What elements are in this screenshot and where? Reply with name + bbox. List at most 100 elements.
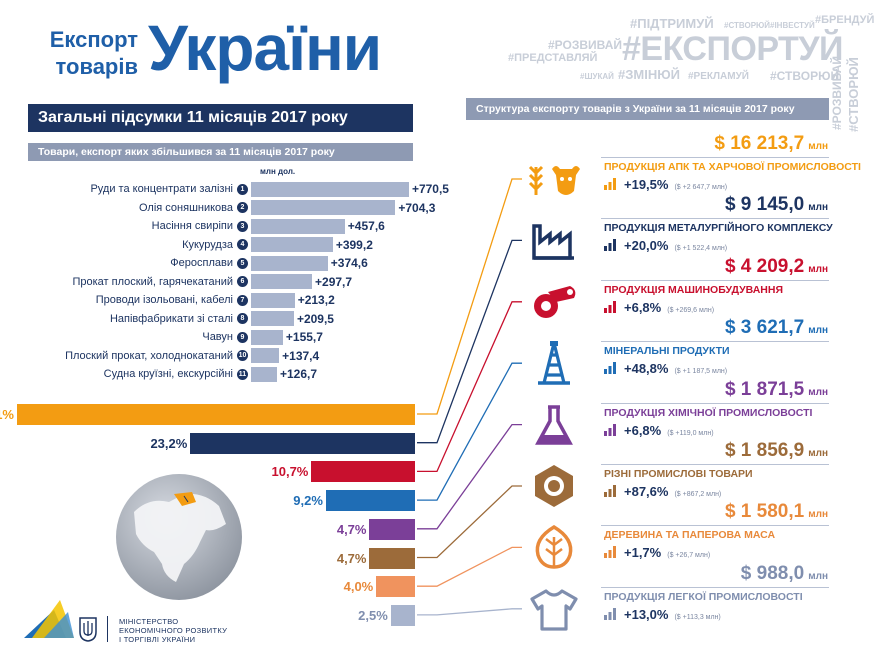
bar-value-label: +297,7 (315, 274, 353, 289)
category-divider (601, 218, 829, 220)
export-amount: $ 1 856,9 млн (725, 440, 828, 465)
export-amount: $ 9 145,0 млн (725, 194, 828, 219)
category-label: ПРОДУКЦІЯ МАШИНОБУДУВАННЯ (604, 283, 783, 296)
mini-bar-chart-icon (604, 362, 616, 375)
category-label: ПРОДУКЦІЯ ЛЕГКОЇ ПРОМИСЛОВОСТІ (604, 590, 803, 603)
growth-row: +6,8% ($ +269,6 млн) (604, 299, 714, 320)
bar-category-label: Судна круїзні, екскурсійні (103, 368, 233, 380)
bar-value-label: +770,5 (411, 182, 449, 196)
bar-category-label: Олія соняшникова (138, 201, 233, 214)
ministry-line-2: ЕКОНОМІЧНОГО РОЗВИТКУ (119, 626, 228, 635)
category-label: РІЗНІ ПРОМИСЛОВІ ТОВАРИ (604, 468, 753, 480)
ministry-line-1: МІНІСТЕРСТВО (119, 617, 179, 626)
header-subtitle: Експорт товарів (28, 26, 138, 80)
growth-absolute: ($ +113,3 млн) (674, 613, 721, 621)
ministry-name: МІНІСТЕРСТВО ЕКОНОМІЧНОГО РОЗВИТКУ І ТОР… (119, 617, 227, 644)
hashtag: #БРЕНДУЙ (815, 14, 875, 26)
growth-row: +19,5% ($ +2 647,7 млн) (604, 176, 727, 197)
tshirt-icon (530, 589, 578, 631)
mini-bar-chart-icon (604, 485, 616, 497)
share-percent-label: 4,0% (343, 579, 374, 595)
mini-bar-chart-icon (604, 607, 616, 620)
share-bar (325, 490, 415, 512)
category-label: ПРОДУКЦІЯ МЕТАЛУРГІЙНОГО КОМПЛЕКСУ (604, 222, 833, 235)
globe-map-icon (116, 474, 242, 600)
bar-value-label: +126,7 (279, 367, 318, 381)
mini-bar-chart-icon (604, 300, 616, 313)
bar-value-label: +155,7 (285, 330, 323, 344)
leaf-icon (535, 525, 573, 570)
growth-absolute: ($ +26,7 млн) (667, 552, 711, 560)
connector-line (417, 362, 522, 501)
flask-icon (535, 404, 573, 445)
share-bar (190, 432, 415, 454)
growth-absolute: ($ +867,2 млн) (674, 491, 722, 498)
hex-nut-icon (535, 465, 573, 507)
export-amount-value: $ 1 580,1 (724, 501, 805, 523)
share-percent-label: 2,5% (358, 607, 388, 623)
factory-icon (532, 224, 574, 261)
wheat-cow-icon (528, 165, 580, 195)
hashtag: #ІНВЕСТУЙ (770, 21, 815, 30)
export-amount-value: $ 16 213,7 (714, 133, 805, 154)
mini-bar-chart-icon (604, 239, 616, 252)
connector-line (417, 485, 522, 559)
export-amount: $ 1 871,5 млн (725, 379, 828, 404)
growth-row: +13,0% ($ +113,3 млн) (604, 606, 721, 627)
share-percent-label: 23,2% (150, 435, 188, 451)
share-bar (369, 547, 415, 569)
hashtag: #ПРЕДСТАВЛЯЙ (508, 52, 598, 64)
export-amount-unit: млн (808, 202, 828, 214)
category-divider (601, 341, 829, 343)
hashtag: #ШУКАЙ (580, 72, 614, 81)
growth-row: +87,6% ($ +867,2 млн) (604, 483, 721, 504)
growth-bar (251, 311, 294, 326)
footer-divider (107, 616, 108, 642)
export-amount-value: $ 3 621,7 (724, 317, 805, 339)
share-percent-label: 41,1% (0, 407, 14, 422)
gear-pipe-icon (534, 285, 576, 318)
export-amount-value: $ 4 209,2 (724, 255, 805, 277)
growth-row: +20,0% ($ +1 522,4 млн) (604, 237, 727, 258)
growth-bar (251, 218, 345, 234)
share-percent-label: 4,7% (336, 521, 367, 537)
header-line-2: товарів (55, 54, 138, 79)
export-amount-value: $ 9 145,0 (724, 194, 805, 216)
connector-line (417, 608, 522, 616)
bar-rank-badge: 10 (237, 350, 248, 361)
export-amount-unit: млн (808, 325, 828, 337)
bar-value-label: +213,2 (297, 293, 335, 307)
share-percent-label: 10,7% (271, 464, 309, 480)
header-line-1: Експорт (49, 27, 138, 52)
category-label: ПРОДУКЦІЯ ХІМІЧНОЇ ПРОМИСЛОВОСТІ (604, 406, 813, 419)
category-label: МІНЕРАЛЬНІ ПРОДУКТИ (604, 345, 730, 358)
hashtag: #РОЗВИВАЙ (548, 38, 623, 52)
bar-category-label: Руди та концентрати залізні (90, 183, 233, 195)
hashtag: #ПІДТРИМУЙ (630, 16, 714, 31)
hashtag: #СТВОРЮЙ (724, 21, 771, 30)
export-amount-value: $ 988,0 (740, 562, 805, 584)
bar-value-label: +137,4 (282, 348, 320, 363)
growth-percent: +48,8% (624, 361, 669, 377)
growth-percent: +1,7% (624, 545, 662, 561)
growth-row: +48,8% ($ +1 187,5 млн) (604, 360, 727, 381)
hashtag: #ЗМІНЮЙ (618, 67, 680, 82)
bar-rank-badge: 6 (237, 276, 248, 287)
growth-bar-chart: Руди та концентрати залізні 1 +770,5 Олія с… (0, 0, 449, 400)
export-amount-value: $ 1 871,5 (724, 378, 805, 400)
growth-percent: +19,5% (624, 177, 669, 192)
oil-rig-icon (538, 341, 570, 385)
ministry-line-3: І ТОРГІВЛІ УКРАЇНИ (119, 635, 196, 644)
hashtag-main: #ЕКСПОРТУЙ (622, 30, 843, 68)
growth-bar (251, 348, 280, 363)
bar-category-label: Феросплави (170, 257, 233, 269)
bar-rank-badge: 5 (237, 257, 248, 269)
share-percent-label: 4,7% (336, 550, 367, 566)
category-divider (601, 157, 829, 158)
category-label: ДЕРЕВИНА ТА ПАПЕРОВА МАСА (604, 529, 776, 542)
share-bar (311, 461, 415, 483)
growth-bar (251, 274, 313, 289)
right-banner: Структура експорту товарів з України за … (466, 98, 829, 120)
